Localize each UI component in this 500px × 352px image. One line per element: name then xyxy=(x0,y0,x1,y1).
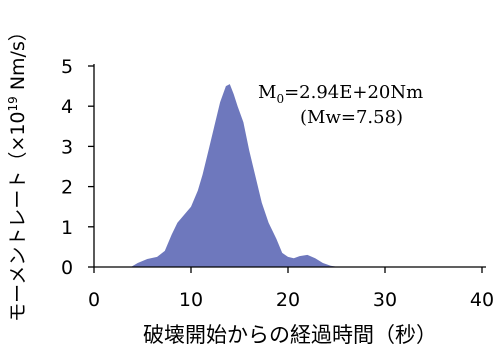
y-tick-label: 5 xyxy=(61,56,73,78)
y-tick-label: 1 xyxy=(61,217,73,239)
y-tick-label: 2 xyxy=(61,177,73,199)
y-tick-label: 0 xyxy=(61,257,73,279)
x-tick-label: 0 xyxy=(88,289,100,311)
x-axis-label: 破壊開始からの経過時間（秒） xyxy=(143,323,437,347)
moment-rate-area xyxy=(94,84,482,267)
x-tick-label: 40 xyxy=(470,289,494,311)
y-tick-label: 3 xyxy=(61,136,73,158)
annotation-magnitude: (Mw=7.58) xyxy=(300,107,403,128)
x-tick-label: 10 xyxy=(179,289,203,311)
x-ticks: 0 10 20 30 40 xyxy=(88,267,494,311)
x-tick-label: 20 xyxy=(276,289,300,311)
x-tick-label: 30 xyxy=(373,289,397,311)
y-axis-label: モーメントレート（×1019 Nm/s） xyxy=(6,22,29,322)
y-ticks: 0 1 2 3 4 5 xyxy=(61,56,94,279)
y-tick-label: 4 xyxy=(61,96,73,118)
annotation-moment: M0=2.94E+20Nm xyxy=(258,82,423,106)
